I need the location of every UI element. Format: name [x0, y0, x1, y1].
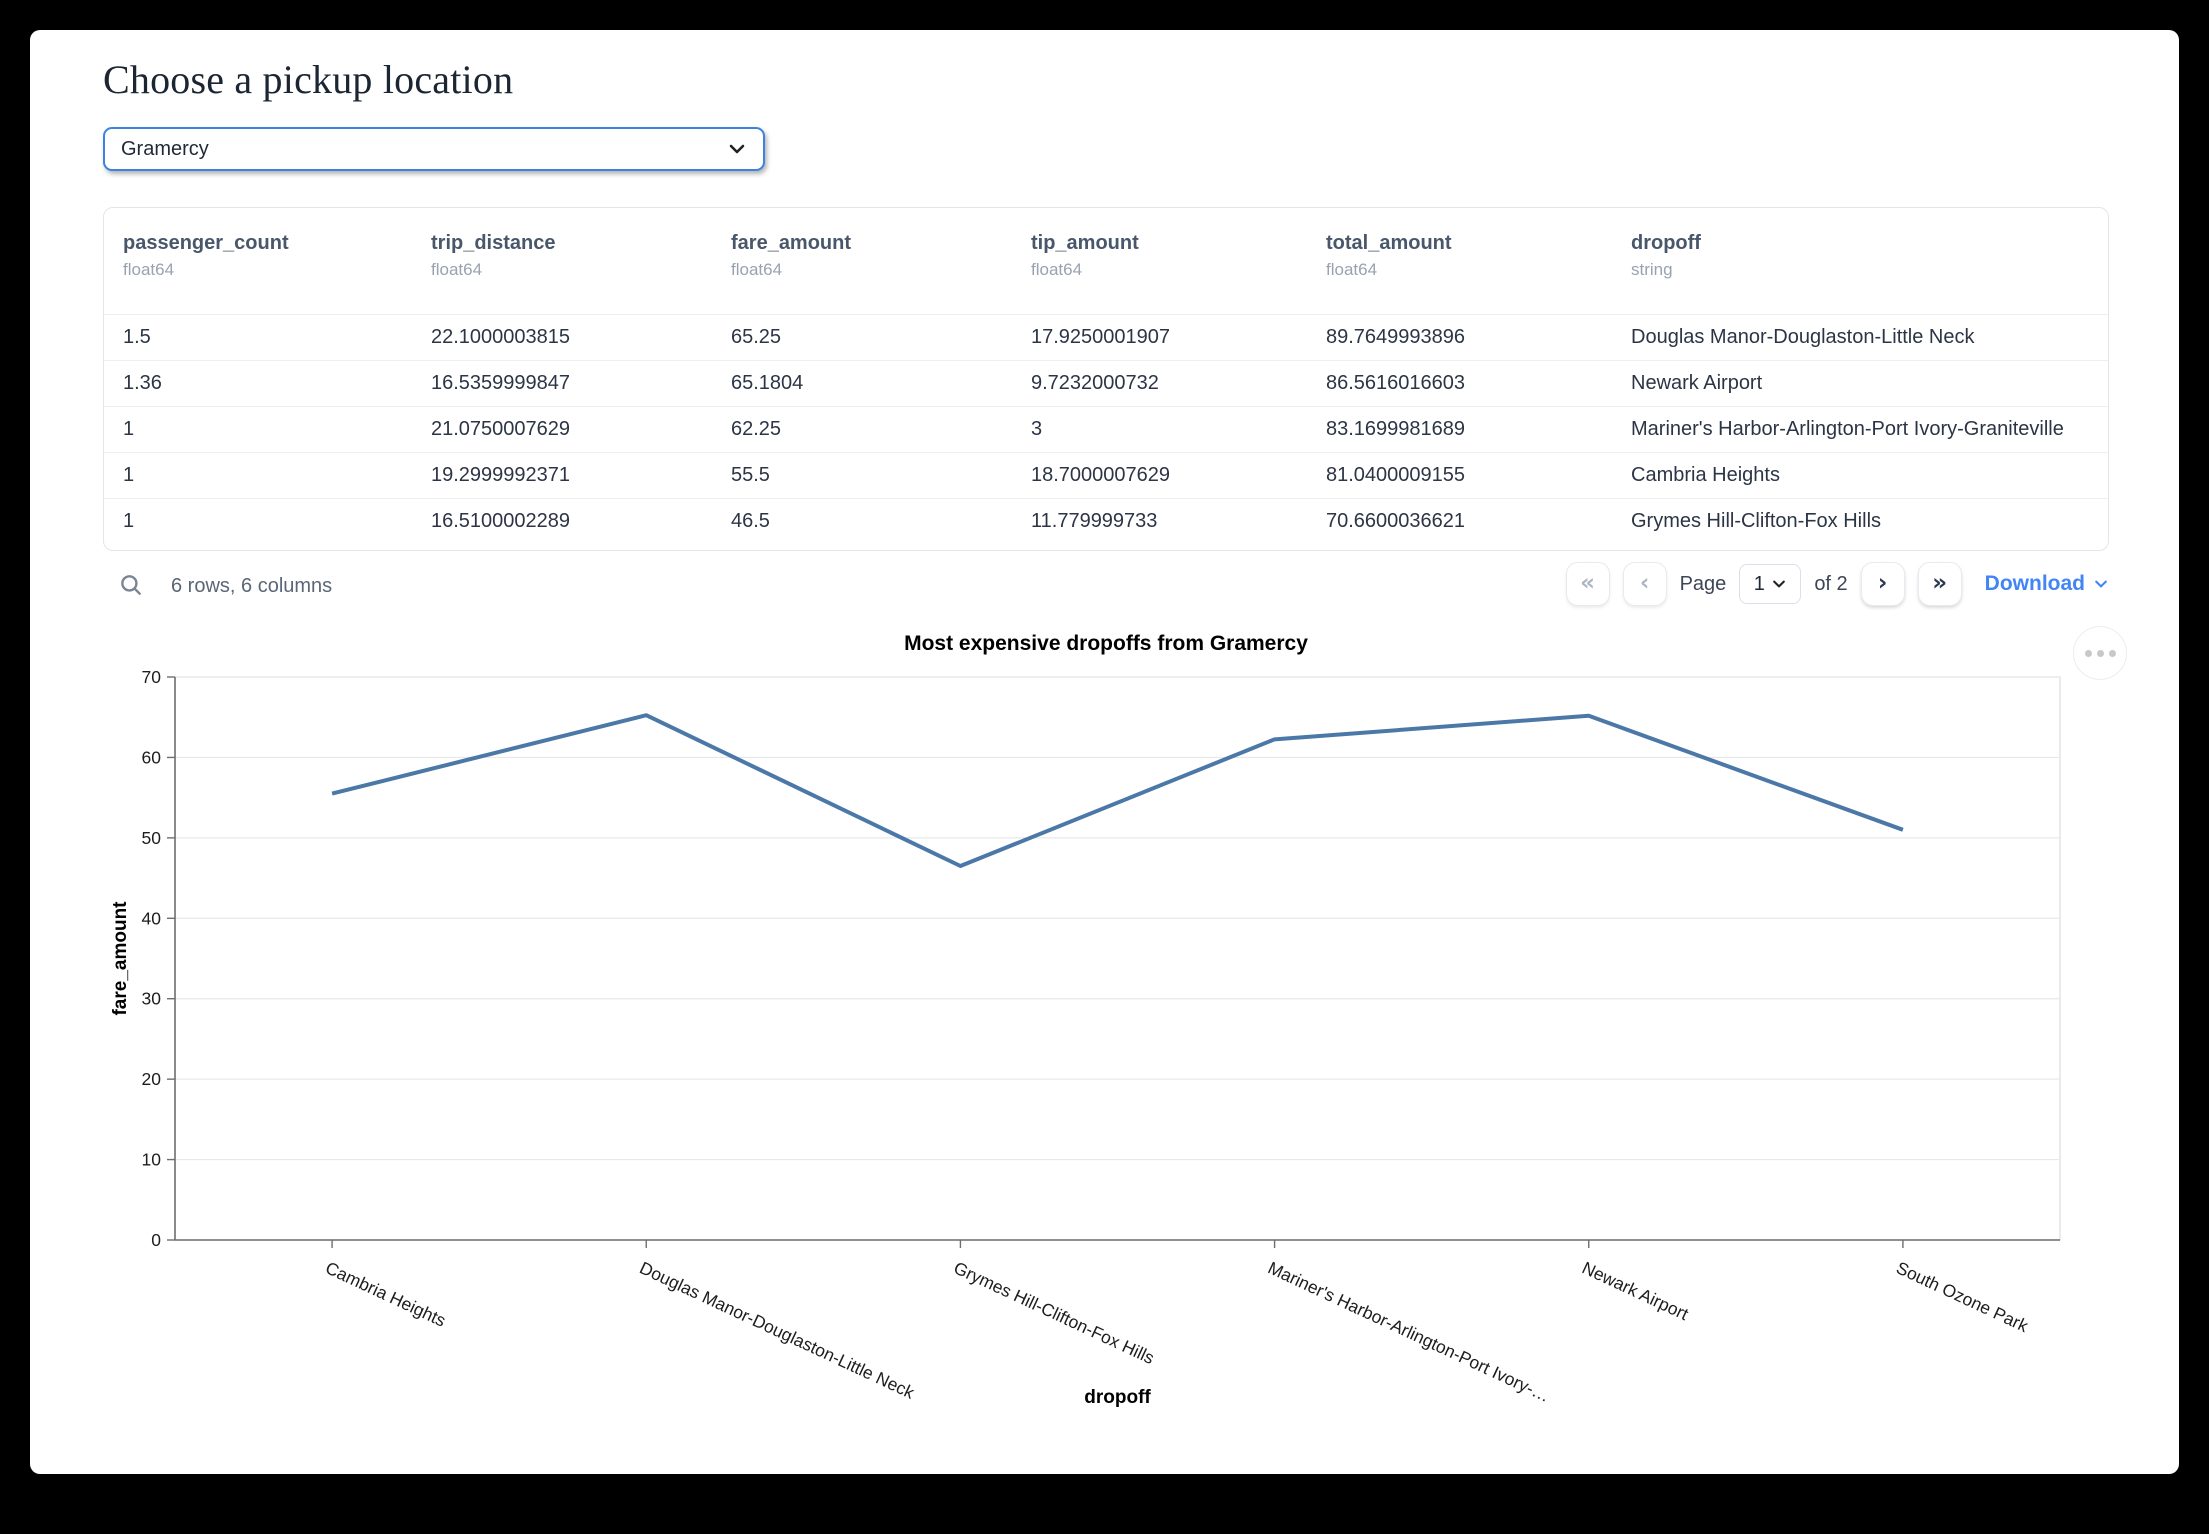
pickup-location-select[interactable]: Gramercy [103, 127, 765, 171]
column-type: float64 [123, 260, 175, 279]
pagination-controls: « ‹ Page 1 of 2 › » Download [1565, 562, 2109, 606]
table-cell: 16.5100002289 [431, 510, 571, 532]
table-cell: 1.5 [123, 326, 151, 348]
table-cell: 65.1804 [731, 372, 804, 394]
table-cell: 1 [123, 418, 135, 440]
table-cell: Cambria Heights [1631, 464, 1780, 486]
table-cell: 65.25 [731, 326, 782, 348]
table-cell: Newark Airport [1631, 372, 1763, 394]
table-cell: 19.2999992371 [431, 464, 571, 486]
table-cell: 11.779999733 [1031, 510, 1158, 532]
column-name: total_amount [1326, 232, 1452, 254]
table-cell: 62.25 [731, 418, 782, 440]
column-name: trip_distance [431, 232, 556, 254]
chevron-down-icon [2095, 580, 2107, 588]
page-label: Page [1679, 572, 1727, 595]
column-header-tip-amount[interactable]: tip_amount float64 [1012, 232, 1307, 314]
column-header-passenger-count[interactable]: passenger_count float64 [104, 232, 412, 314]
table-cell: 21.0750007629 [431, 418, 571, 440]
column-name: fare_amount [731, 232, 852, 254]
column-header-trip-distance[interactable]: trip_distance float64 [412, 232, 712, 314]
y-tick-label: 50 [142, 828, 162, 848]
download-button[interactable]: Download [1985, 572, 2109, 596]
table-cell: 9.7232000732 [1031, 372, 1159, 394]
page-number-value: 1 [1753, 572, 1765, 595]
row-count-summary: 6 rows, 6 columns [171, 575, 333, 597]
x-tick-label: Grymes Hill-Clifton-Fox Hills [951, 1257, 1158, 1368]
y-tick-label: 10 [142, 1150, 162, 1170]
download-label: Download [1984, 572, 2085, 595]
table-cell: 3 [1031, 418, 1043, 440]
table-cell: 16.5359999847 [431, 372, 571, 394]
search-button[interactable] [115, 570, 147, 602]
table-cell: 81.0400009155 [1326, 464, 1466, 486]
column-header-total-amount[interactable]: total_amount float64 [1307, 232, 1612, 314]
chart-title: Most expensive dropoffs from Gramercy [904, 632, 1308, 655]
table-cell: 86.5616016603 [1326, 372, 1466, 394]
table-row: 1 16.5100002289 46.5 11.779999733 70.6600036… [104, 498, 2108, 544]
x-axis-title: dropoff [1084, 1387, 1151, 1408]
table-row: 1 19.2999992371 55.5 18.7000007629 81.040000… [104, 452, 2108, 498]
table-cell: 46.5 [731, 510, 770, 532]
ellipsis-icon [2084, 649, 2092, 657]
x-tick-label: Mariner's Harbor-Arlington-Port Ivory-… [1265, 1257, 1553, 1406]
x-tick-label: Douglas Manor-Douglaston-Little Neck [637, 1257, 918, 1402]
data-table: passenger_count float64 trip_distance fl… [103, 207, 2109, 551]
chart-line [331, 713, 1904, 869]
table-header-row: passenger_count float64 trip_distance fl… [104, 208, 2108, 314]
column-type: float64 [1031, 260, 1083, 279]
table-cell: 22.1000003815 [431, 326, 571, 348]
table-cell: 1 [123, 464, 135, 486]
y-tick-label: 30 [142, 989, 162, 1009]
search-icon [121, 574, 141, 595]
line-chart: 0 10 20 30 40 50 60 70 Cambria Heights Douglas Ma… [110, 667, 2061, 1408]
pickup-location-value: Gramercy [121, 137, 209, 160]
next-page-button[interactable]: › [1860, 562, 1905, 606]
previous-page-button[interactable]: ‹ [1622, 562, 1667, 606]
y-tick-label: 60 [142, 747, 162, 767]
page-number-select[interactable]: 1 [1739, 564, 1802, 604]
table-row: 1.36 16.5359999847 65.1804 9.7232000732 86.5… [104, 360, 2108, 406]
table-footer: 6 rows, 6 columns « ‹ Page 1 of 2 › » Do… [103, 558, 2109, 614]
chevron-down-icon [729, 144, 745, 154]
table-cell: 89.7649993896 [1326, 326, 1466, 348]
table-cell: Grymes Hill-Clifton-Fox Hills [1631, 510, 1882, 532]
table-cell: 1.36 [123, 372, 162, 394]
last-page-button[interactable]: » [1917, 562, 1962, 606]
column-name: tip_amount [1031, 232, 1139, 254]
table-cell: Mariner's Harbor-Arlington-Port Ivory-Gr… [1631, 418, 2064, 440]
y-tick-label: 0 [151, 1230, 161, 1250]
x-tick-label: Newark Airport [1579, 1257, 1692, 1324]
column-type: float64 [431, 260, 483, 279]
column-header-fare-amount[interactable]: fare_amount float64 [712, 232, 1012, 314]
table-cell: 17.9250001907 [1031, 326, 1171, 348]
table-cell: 18.7000007629 [1031, 464, 1171, 486]
column-name: passenger_count [123, 232, 289, 254]
chart-menu-button[interactable] [2073, 626, 2127, 680]
y-axis-title: fare_amount [110, 901, 131, 1016]
chevron-down-icon [1773, 580, 1785, 588]
column-header-dropoff[interactable]: dropoff string [1612, 232, 2108, 314]
page-of-label: of 2 [1814, 572, 1848, 595]
table-cell: 70.6600036621 [1326, 510, 1466, 532]
table-cell: 1 [123, 510, 135, 532]
column-type: float64 [1326, 260, 1378, 279]
y-tick-label: 40 [142, 908, 162, 928]
table-body: 1.5 22.1000003815 65.25 17.9250001907 89.764… [104, 314, 2108, 544]
app-window: Choose a pickup location Gramercy passen… [30, 30, 2179, 1474]
x-tick-label: South Ozone Park [1893, 1257, 2031, 1336]
y-tick-label: 70 [142, 667, 162, 687]
table-cell: 83.1699981689 [1326, 418, 1466, 440]
table-row: 1 21.0750007629 62.25 3 83.1699981689 Mariner… [104, 406, 2108, 452]
table-cell: Douglas Manor-Douglaston-Little Neck [1631, 326, 1975, 348]
table-row: 1.5 22.1000003815 65.25 17.9250001907 89.764… [104, 314, 2108, 360]
x-tick-label: Cambria Heights [322, 1257, 449, 1330]
column-name: dropoff [1631, 232, 1701, 254]
page-title: Choose a pickup location [103, 57, 514, 102]
y-tick-label: 20 [142, 1069, 162, 1089]
first-page-button[interactable]: « [1565, 562, 1610, 606]
column-type: string [1631, 260, 1673, 279]
table-cell: 55.5 [731, 464, 770, 486]
column-type: float64 [731, 260, 783, 279]
